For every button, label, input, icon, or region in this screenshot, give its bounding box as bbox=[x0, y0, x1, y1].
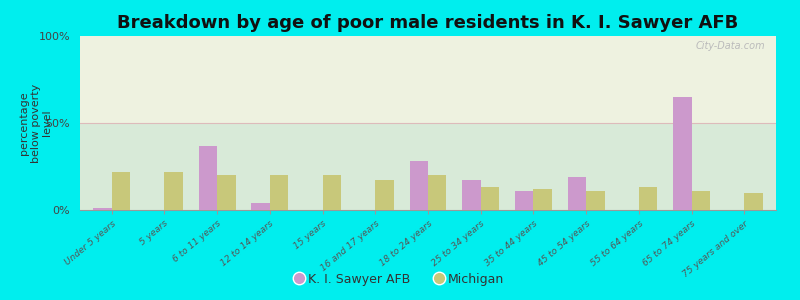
Bar bbox=[410, 161, 428, 210]
Y-axis label: percentage
below poverty
level: percentage below poverty level bbox=[19, 83, 53, 163]
Bar bbox=[534, 189, 552, 210]
Bar bbox=[112, 172, 130, 210]
Bar bbox=[586, 191, 605, 210]
Bar bbox=[270, 175, 288, 210]
Bar bbox=[217, 175, 235, 210]
Bar bbox=[93, 208, 112, 210]
Bar bbox=[515, 191, 534, 210]
Title: Breakdown by age of poor male residents in K. I. Sawyer AFB: Breakdown by age of poor male residents … bbox=[118, 14, 738, 32]
Legend: K. I. Sawyer AFB, Michigan: K. I. Sawyer AFB, Michigan bbox=[290, 268, 510, 291]
Bar bbox=[692, 191, 710, 210]
Bar bbox=[639, 188, 658, 210]
Bar bbox=[322, 175, 341, 210]
Bar bbox=[481, 188, 499, 210]
Bar bbox=[568, 177, 586, 210]
Bar bbox=[375, 180, 394, 210]
Bar bbox=[462, 180, 481, 210]
Bar bbox=[251, 203, 270, 210]
Bar bbox=[164, 172, 183, 210]
Bar bbox=[198, 146, 217, 210]
Bar bbox=[673, 97, 692, 210]
Text: City-Data.com: City-Data.com bbox=[696, 41, 766, 51]
Bar bbox=[428, 175, 446, 210]
Bar bbox=[744, 193, 763, 210]
